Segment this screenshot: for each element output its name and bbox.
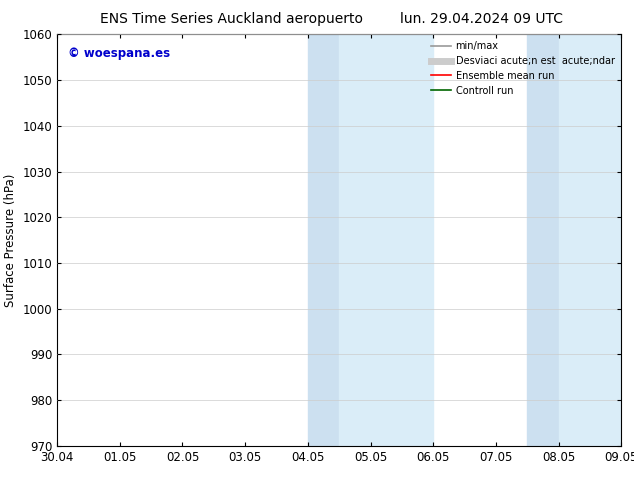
Text: ENS Time Series Auckland aeropuerto: ENS Time Series Auckland aeropuerto: [100, 12, 363, 26]
Bar: [308, 34, 339, 446]
Legend: min/max, Desviaci acute;n est  acute;ndar, Ensemble mean run, Controll run: min/max, Desviaci acute;n est acute;ndar…: [427, 37, 618, 99]
Y-axis label: Surface Pressure (hPa): Surface Pressure (hPa): [4, 173, 17, 307]
Bar: [527, 34, 559, 446]
Bar: [559, 34, 621, 446]
Text: © woespana.es: © woespana.es: [68, 47, 171, 60]
Text: lun. 29.04.2024 09 UTC: lun. 29.04.2024 09 UTC: [400, 12, 564, 26]
Bar: [339, 34, 433, 446]
